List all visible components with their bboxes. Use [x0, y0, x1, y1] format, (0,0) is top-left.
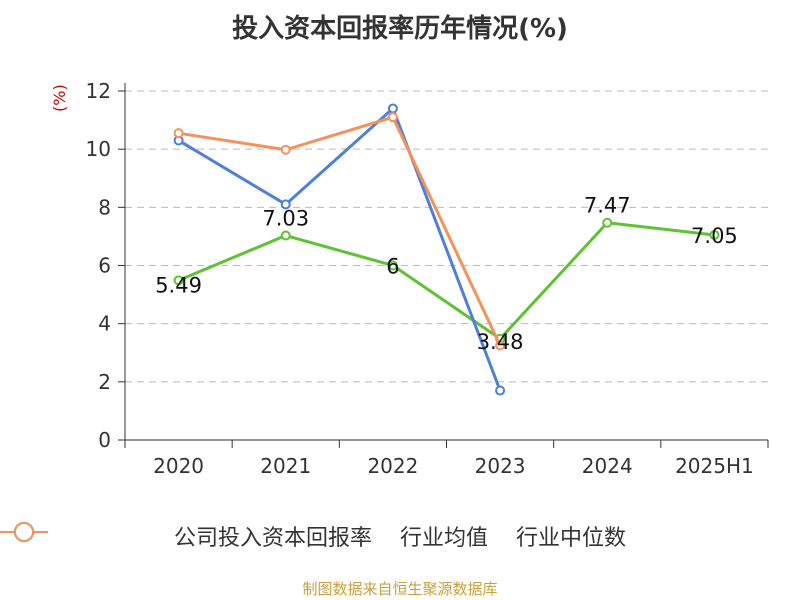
series-1-point-2023	[495, 385, 506, 396]
x-tick-label-2021: 2021	[260, 454, 311, 478]
series-0-point-2022	[387, 260, 398, 271]
data-label-2025H1: 7.05	[691, 224, 738, 248]
y-tick-label-10: 10	[86, 137, 111, 161]
series-line-0	[178, 221, 715, 341]
y-tick-label-8: 8	[98, 195, 111, 219]
x-tick-label-2020: 2020	[153, 454, 204, 478]
legend-label-company: 公司投入资本回报率	[173, 526, 372, 551]
series-2-point-2022	[387, 112, 398, 123]
series-2-point-2020	[173, 128, 184, 139]
data-label-2020: 5.49	[155, 273, 202, 297]
legend-item-company[interactable]: 公司投入资本回报率	[0, 520, 372, 552]
series-1-point-2021	[280, 199, 291, 210]
legend-item-industry-avg[interactable]: 行业均值	[0, 520, 488, 552]
series-2-point-2023	[495, 340, 506, 351]
legend-label-industry-avg: 行业均值	[399, 526, 488, 551]
series-0-point-2025H1	[709, 229, 720, 240]
data-label-2021: 7.03	[262, 207, 309, 231]
y-tick-label-12: 12	[86, 79, 111, 103]
data-label-2022: 6	[386, 255, 399, 279]
x-tick-label-2023: 2023	[475, 454, 526, 478]
series-1-point-2022	[387, 103, 398, 114]
series-0-point-2021	[280, 230, 291, 241]
series-0-point-2020	[173, 275, 184, 286]
series-0-point-2024	[602, 217, 613, 228]
legend-item-industry-median[interactable]: 行业中位数	[0, 520, 627, 552]
y-tick-label-2: 2	[98, 370, 111, 394]
legend-label-industry-median: 行业中位数	[516, 526, 627, 551]
chart-title: 投入资本回报率历年情况(%)	[232, 14, 568, 44]
x-tick-label-2024: 2024	[582, 454, 633, 478]
data-label-2023: 3.48	[477, 330, 524, 354]
x-tick-label-2022: 2022	[367, 454, 418, 478]
series-line-1	[177, 106, 502, 392]
y-tick-label-0: 0	[98, 428, 111, 452]
series-line-2	[178, 115, 502, 347]
data-source: 制图数据来自恒生聚源数据库	[302, 580, 498, 598]
series-2-point-2021	[280, 144, 291, 155]
legend: 公司投入资本回报率 行业均值 行业中位数	[0, 520, 800, 552]
y-tick-label-4: 4	[98, 312, 111, 336]
legend-swatch-industry-median	[0, 522, 48, 542]
data-label-2024: 7.47	[584, 194, 631, 218]
x-tick-label-2025H1: 2025H1	[675, 454, 754, 478]
y-tick-label-6: 6	[98, 254, 111, 278]
